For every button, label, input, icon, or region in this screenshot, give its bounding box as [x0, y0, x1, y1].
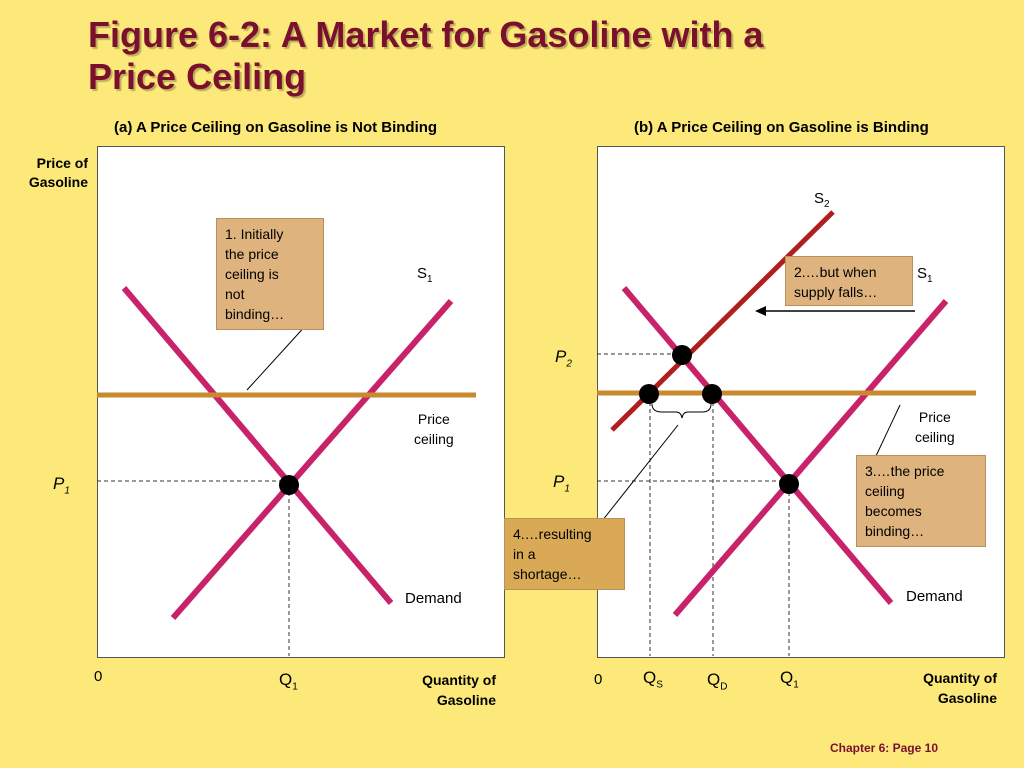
- panel-a-q1-label: Q1: [279, 670, 298, 693]
- y-axis-label-line-1: Price of: [36, 155, 88, 171]
- panel-a-equilibrium-point: [279, 475, 299, 495]
- panel-b-x-axis-label: Quantity of Gasoline: [923, 670, 997, 706]
- panel-a-origin-label: 0: [94, 668, 103, 685]
- panel-a-note-pointer: [246, 322, 309, 391]
- panel-b-shortage-note: 4.…resulting in a shortage…: [504, 518, 625, 590]
- panel-a-price-ceiling-label: Price ceiling: [414, 411, 454, 447]
- panel-b-qd-label: QD: [707, 670, 728, 693]
- panel-b-new-equilibrium-point: [672, 345, 692, 365]
- panel-a-x-axis-label: Quantity of Gasoline: [422, 672, 496, 708]
- panel-b-origin-label: 0: [594, 671, 603, 688]
- panel-b-demand-label: Demand: [906, 588, 963, 605]
- panel-b-qs-label: QS: [643, 668, 663, 691]
- panel-b-heading: (b) A Price Ceiling on Gasoline is Bindi…: [634, 119, 929, 136]
- panel-b-p1-label: P1: [553, 472, 570, 495]
- panel-b-q1-label: Q1: [780, 668, 799, 691]
- y-axis-label: Price of Gasoline: [8, 154, 88, 192]
- panel-b-binding-note: 3.…the price ceiling becomes binding…: [856, 455, 986, 547]
- panel-b-supply-falls-note: 2.…but when supply falls…: [785, 256, 913, 306]
- panel-a-heading: (a) A Price Ceiling on Gasoline is Not B…: [114, 119, 438, 136]
- panel-b-shortage-brace: [651, 403, 712, 419]
- panel-b-quantity-demanded-point: [702, 384, 722, 404]
- title-line-1: Figure 6-2: A Market for Gasoline with a: [88, 14, 764, 55]
- panel-b-binding-pointer: [875, 404, 901, 457]
- slide-footer: Chapter 6: Page 10: [829, 741, 938, 755]
- panel-b-p2-label: P2: [555, 347, 572, 370]
- panel-b-supply1-label: S1: [917, 265, 933, 285]
- panel-a-p1-label: P1: [53, 474, 70, 497]
- panel-b-price-ceiling-label: Price ceiling: [915, 409, 955, 445]
- panel-a-supply-label: S1: [417, 265, 433, 285]
- panel-b-demand-curve: [621, 286, 894, 605]
- panel-b-quantity-supplied-point: [639, 384, 659, 404]
- panel-b-supply-shift-arrowhead: [755, 306, 766, 316]
- y-axis-label-line-2: Gasoline: [28, 174, 88, 190]
- title-line-2: Price Ceiling: [88, 56, 307, 97]
- panel-a-demand-label: Demand: [405, 590, 462, 607]
- panel-b-frame: [597, 146, 1005, 658]
- panel-a-supply-curve: [170, 299, 454, 620]
- panel-a-demand-curve: [121, 286, 394, 605]
- panel-a-not-binding-note: 1. Initially the price ceiling is not bi…: [216, 218, 324, 330]
- panel-b-supply2-label: S2: [814, 190, 830, 210]
- panel-b-supply1-curve: [672, 299, 949, 617]
- panel-b-original-equilibrium-point: [779, 474, 799, 494]
- slide-title: Figure 6-2: A Market for Gasoline with a…: [88, 14, 948, 98]
- panel-b-shortage-pointer: [601, 424, 679, 522]
